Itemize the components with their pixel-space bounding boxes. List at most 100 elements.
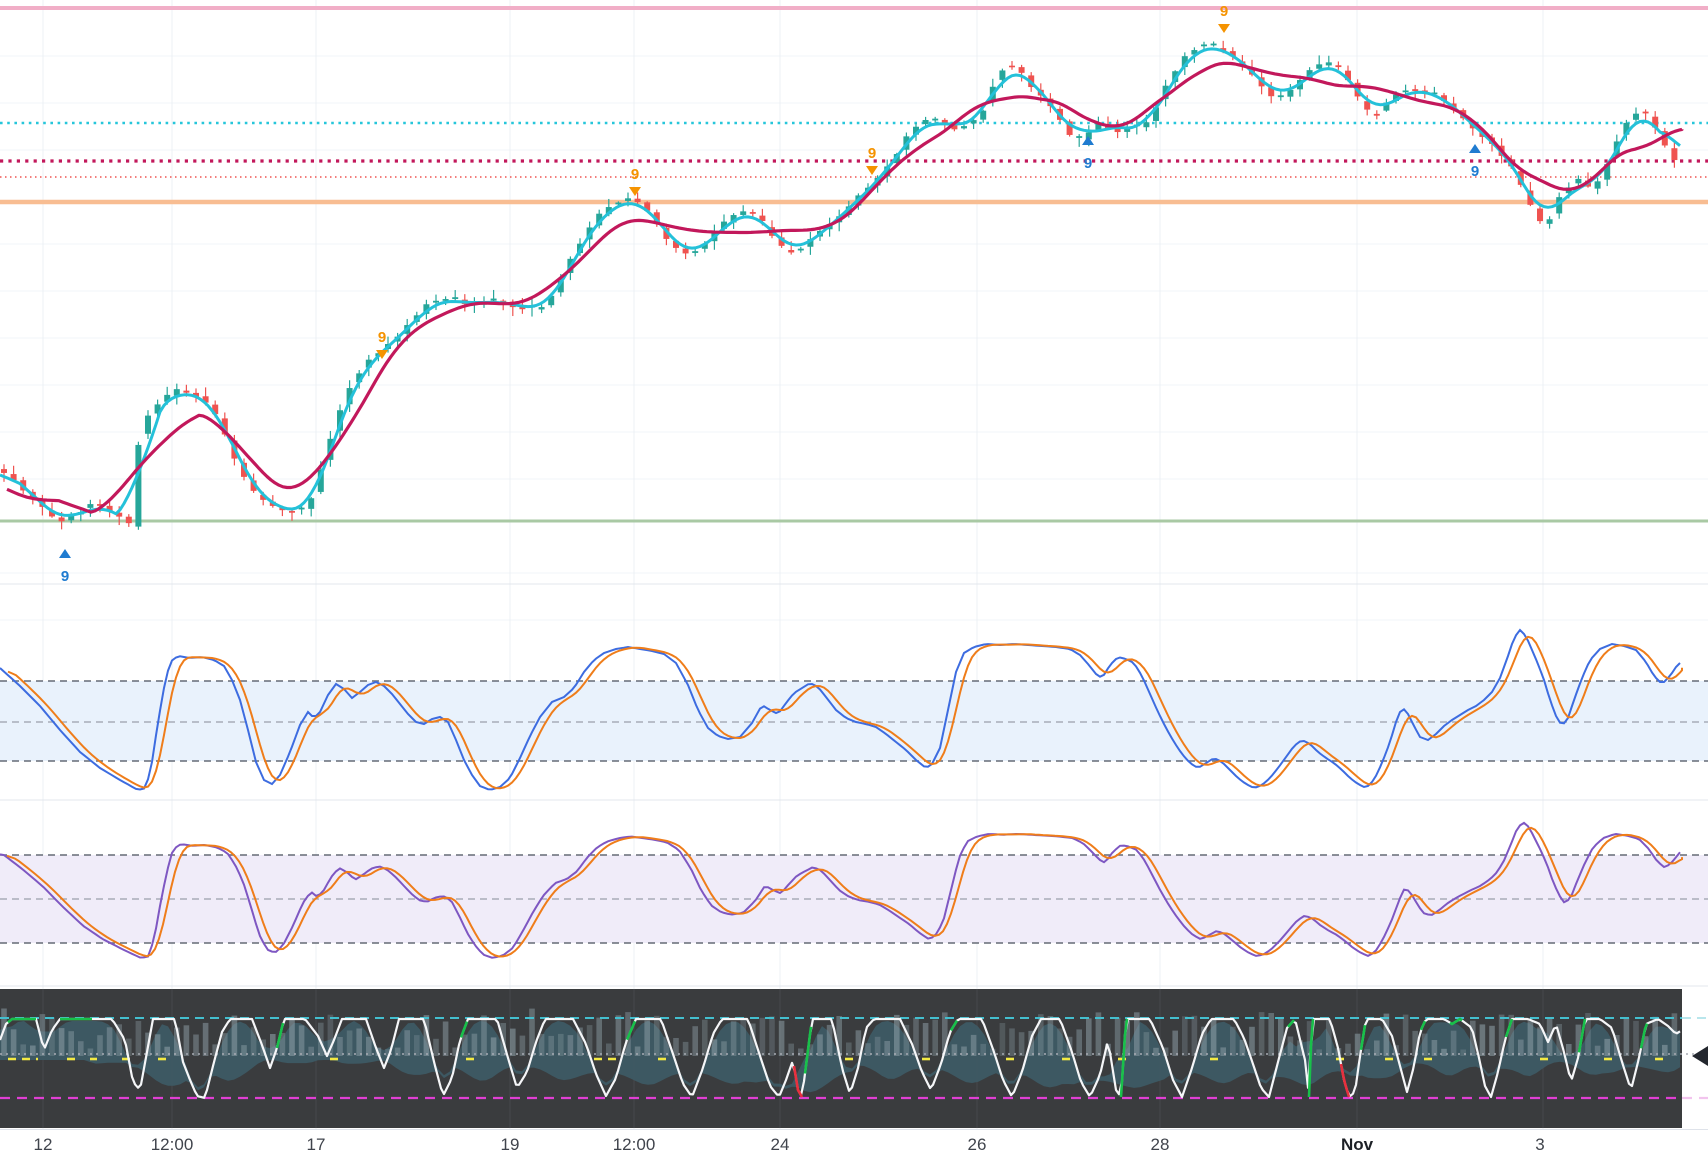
candle-down — [663, 227, 670, 239]
candle-up — [145, 415, 151, 434]
green-line-segment — [803, 1026, 813, 1074]
volume-bar — [769, 1016, 775, 1056]
candle-up — [1287, 89, 1294, 97]
rsi-pane[interactable] — [0, 628, 1708, 791]
time-axis[interactable]: 12 12:00 17 19 12:00 24 26 28 Nov 3 — [0, 1129, 1708, 1158]
candle-up — [730, 215, 737, 223]
td-sell-9-label: 9 — [1220, 3, 1228, 20]
volume-bar — [778, 1020, 785, 1056]
volume-bar — [1671, 1013, 1678, 1056]
candle-up — [615, 202, 622, 205]
time-axis-label[interactable]: 28 — [1150, 1135, 1170, 1154]
candle-up — [356, 373, 363, 383]
candle-up — [1402, 90, 1409, 93]
volume-bar — [798, 1048, 804, 1056]
volume-bar — [193, 1034, 199, 1056]
candle-down — [1364, 101, 1371, 110]
volume-bar — [87, 1048, 94, 1056]
volume-bar — [39, 1014, 46, 1056]
volume-bar — [58, 1028, 65, 1056]
volume-bar — [740, 1019, 746, 1056]
lower-indicator-panel[interactable] — [0, 989, 1708, 1128]
volume-bar — [1249, 1026, 1255, 1056]
candle-down — [58, 517, 65, 522]
td-sell-triangle-down-icon — [866, 166, 878, 175]
volume-bar — [1585, 1013, 1591, 1056]
volume-bar — [625, 1012, 631, 1056]
time-axis-label[interactable]: 3 — [1535, 1135, 1545, 1154]
volume-bar — [1364, 1049, 1370, 1056]
candle-up — [596, 213, 603, 226]
time-axis-label[interactable]: 12 — [33, 1135, 53, 1154]
candle-down — [250, 480, 257, 491]
volume-bar — [855, 1030, 862, 1056]
candle-down — [183, 390, 190, 393]
volume-bar — [1095, 1012, 1102, 1056]
candle-down — [49, 510, 55, 517]
price-pane[interactable]: 9 9 9 9 9 9 9 — [0, 3, 1708, 585]
volume-bar — [183, 1025, 190, 1056]
green-line-segment — [949, 1019, 959, 1032]
volume-bar — [730, 1021, 737, 1056]
time-axis-label[interactable]: 24 — [770, 1135, 790, 1154]
volume-bar — [817, 1034, 823, 1056]
volume-bar — [788, 1043, 794, 1056]
volume-bar — [874, 1036, 881, 1056]
volume-bar — [30, 1045, 36, 1056]
grid-lines — [0, 0, 1708, 1129]
candle-up — [701, 243, 708, 249]
volume-bar — [442, 1021, 449, 1056]
candle-up — [317, 469, 324, 492]
time-axis-label[interactable]: Nov — [1340, 1135, 1374, 1154]
candle-up — [87, 504, 94, 508]
candle-up — [1210, 43, 1217, 46]
volume-bar — [1441, 1048, 1447, 1056]
time-axis-label[interactable]: 26 — [967, 1135, 987, 1154]
volume-bar — [202, 1022, 209, 1056]
green-line-segment — [1287, 1019, 1295, 1028]
volume-bar — [135, 1021, 142, 1056]
stochastic-pane[interactable] — [0, 821, 1708, 959]
volume-bar — [548, 1035, 554, 1056]
candle-up — [1556, 197, 1563, 214]
candle-up — [970, 120, 977, 124]
candle-down — [260, 494, 267, 500]
candle-up — [548, 295, 555, 306]
volume-bar — [519, 1035, 526, 1056]
volume-bar — [807, 1044, 814, 1056]
volume-bar — [1220, 1047, 1226, 1056]
candle-up — [884, 166, 891, 177]
candle-down — [1220, 48, 1227, 51]
candle-down — [97, 504, 103, 506]
volume-bar — [250, 1027, 257, 1056]
candle-up — [980, 110, 987, 120]
volume-bar — [1422, 1033, 1428, 1056]
candle-up — [423, 304, 430, 314]
candle-up — [625, 198, 631, 201]
candle-down — [634, 198, 641, 203]
time-axis-label[interactable]: 17 — [306, 1135, 326, 1154]
volume-bar — [1345, 1043, 1351, 1056]
time-axis-label[interactable]: 12:00 — [150, 1135, 194, 1154]
time-axis-label[interactable]: 19 — [500, 1135, 520, 1154]
td-buy-triangle-up-icon — [59, 549, 71, 558]
volume-bar — [1057, 1028, 1063, 1056]
volume-bar — [1134, 1012, 1140, 1056]
candle-up — [961, 126, 967, 129]
volume-bar — [1450, 1030, 1457, 1056]
volume-bar — [903, 1024, 910, 1056]
candle-up — [1316, 64, 1323, 69]
candle-up — [1201, 44, 1207, 47]
volume-bar — [1028, 1030, 1034, 1056]
volume-bar — [1201, 1026, 1207, 1056]
time-axis-label[interactable]: 12:00 — [612, 1135, 656, 1154]
candle-up — [807, 239, 814, 247]
candle-up — [1306, 70, 1313, 79]
volume-bar — [836, 1016, 842, 1056]
volume-bar — [711, 1039, 718, 1056]
candle-up — [1143, 122, 1150, 128]
candle-down — [759, 215, 766, 221]
td-sell-9-label: 9 — [631, 166, 639, 183]
candle-down — [653, 212, 660, 223]
